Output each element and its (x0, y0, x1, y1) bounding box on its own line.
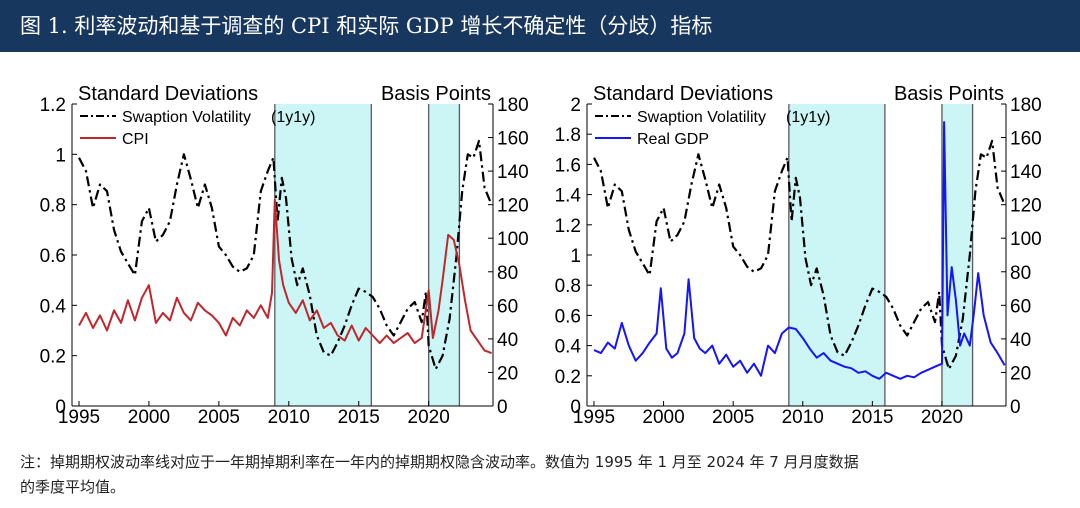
right-y-tick-label: 140 (1010, 162, 1042, 183)
cpi-line (78, 198, 492, 355)
left-y-tick-label: 0.6 (555, 306, 581, 327)
x-tick-label: 2020 (408, 407, 450, 428)
right-y-tick-label: 100 (1010, 229, 1042, 250)
x-tick-label: 2000 (128, 407, 170, 428)
right-y-tick-label: 60 (497, 296, 518, 317)
left-y-tick-label: 1.2 (555, 216, 581, 237)
right-y-tick-label: 80 (1010, 263, 1031, 284)
x-tick-label: 2020 (921, 407, 963, 428)
left-y-tick-label: 0.2 (40, 347, 66, 368)
right-axis-title: Basis Points (381, 83, 491, 105)
left-y-tick-label: 0 (55, 397, 66, 418)
right-y-tick-label: 180 (497, 95, 529, 116)
x-tick-label: 1995 (573, 407, 615, 428)
x-tick-label: 2015 (851, 407, 893, 428)
right-y-tick-label: 160 (1010, 129, 1042, 150)
x-tick-label: 2005 (712, 407, 754, 428)
legend-swaption-suffix: (1y1y) (271, 109, 315, 126)
shaded-period-1 (788, 104, 885, 406)
left-y-tick-label: 1.4 (555, 186, 582, 207)
right-y-tick-label: 140 (497, 162, 529, 183)
gdp-chart-panel: 00.20.40.60.811.21.41.61.820204060801001… (555, 83, 1042, 428)
left-y-tick-label: 0 (570, 397, 581, 418)
right-y-tick-label: 0 (497, 397, 508, 418)
legend-real-gdp-label: Real GDP (637, 131, 709, 148)
left-y-tick-label: 1.6 (555, 155, 581, 176)
left-y-tick-label: 0.4 (40, 296, 67, 317)
left-y-tick-label: 1.2 (40, 95, 66, 116)
x-tick-label: 2005 (198, 407, 240, 428)
right-y-tick-label: 180 (1010, 95, 1042, 116)
swaption-volatility-line (593, 139, 1006, 371)
left-y-tick-label: 0.6 (40, 246, 66, 267)
x-tick-label: 2000 (642, 407, 684, 428)
left-y-tick-label: 1 (55, 145, 66, 166)
cpi-chart-panel: 0 0.2 0.4 0.6 0.8 1 1.2 0 20 40 60 80 100 120 140 160 18… (40, 83, 529, 428)
legend-swaption-label: Swaption Volatility (122, 109, 251, 126)
right-y-tick-label: 20 (1010, 363, 1031, 384)
left-y-tick-label: 1.8 (555, 125, 581, 146)
legend-cpi-label: CPI (122, 131, 149, 148)
right-y-tick-label: 120 (1010, 196, 1042, 217)
figure-note: 注：掉期期权波动率线对应于一年期掉期利率在一年内的掉期期权隐含波动率。数值为 1… (20, 450, 1060, 500)
swaption-volatility-line (78, 139, 493, 371)
left-y-tick-label: 0.4 (555, 337, 582, 358)
shaded-period-2 (428, 104, 460, 406)
right-y-tick-label: 100 (497, 229, 529, 250)
left-axis-title: Standard Deviations (78, 83, 258, 105)
left-y-tick-label: 1 (570, 246, 581, 267)
legend-swaption-label: Swaption Volatility (637, 109, 766, 126)
right-axis-title: Basis Points (894, 83, 1004, 105)
figure-title: 图 1. 利率波动和基于调查的 CPI 和实际 GDP 增长不确定性（分歧）指标 (20, 14, 713, 38)
right-y-tick-label: 120 (497, 196, 529, 217)
x-tick-label: 2015 (338, 407, 380, 428)
left-y-tick-label: 0.2 (555, 367, 581, 388)
real-gdp-line (593, 121, 1006, 380)
left-y-tick-label: 0.8 (555, 276, 581, 297)
right-y-tick-label: 60 (1010, 296, 1031, 317)
right-y-tick-label: 40 (1010, 330, 1031, 351)
note-line-2: 的季度平均值。 (20, 478, 126, 496)
legend-swaption-suffix: (1y1y) (786, 109, 830, 126)
left-y-tick-label: 0.8 (40, 196, 66, 217)
charts-area: 00.20.40.60.811.202040608010012014016018… (40, 83, 1042, 428)
figure-title-bar: 图 1. 利率波动和基于调查的 CPI 和实际 GDP 增长不确定性（分歧）指标 (0, 0, 1080, 52)
right-y-tick-label: 40 (497, 330, 518, 351)
shaded-period-1 (274, 104, 372, 406)
right-y-tick-label: 80 (497, 263, 518, 284)
x-tick-label: 2010 (268, 407, 310, 428)
left-axis-title: Standard Deviations (593, 83, 773, 105)
note-line-1: 注：掉期期权波动率线对应于一年期掉期利率在一年内的掉期期权隐含波动率。数值为 1… (20, 453, 859, 471)
right-y-tick-label: 160 (497, 129, 529, 150)
x-tick-label: 1995 (58, 407, 100, 428)
right-y-tick-label: 0 (1010, 397, 1021, 418)
right-y-tick-label: 20 (497, 363, 518, 384)
left-y-tick-label: 2 (570, 95, 581, 116)
x-tick-label: 2010 (782, 407, 824, 428)
